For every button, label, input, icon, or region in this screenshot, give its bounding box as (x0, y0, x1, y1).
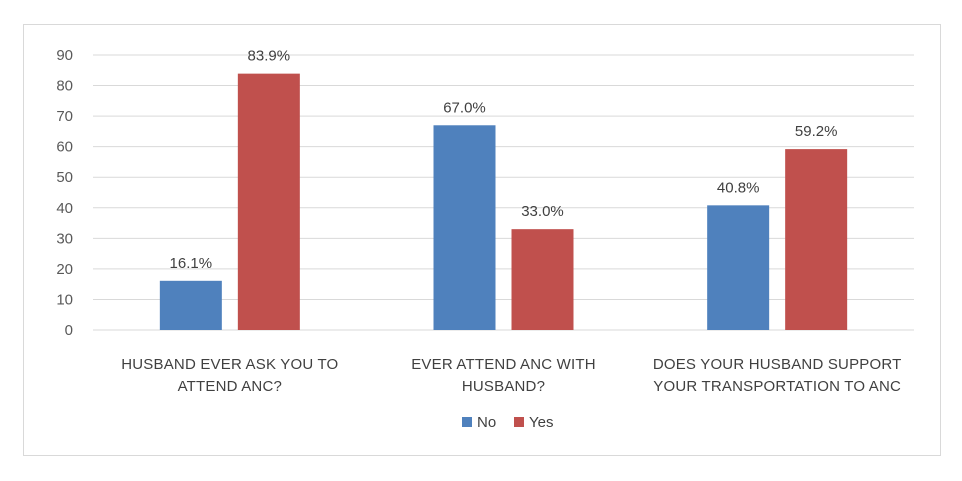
bar-yes-1 (237, 73, 300, 330)
legend-label-no: No (477, 414, 496, 431)
y-tick-label: 70 (56, 108, 73, 125)
category-label: YOUR TRANSPORTATION TO ANC (653, 378, 901, 395)
y-tick-label: 90 (56, 47, 73, 64)
gridlines (93, 54, 914, 331)
data-labels: 16.1% 83.9% 67.0% 33.0% 40.8% 59.2% (170, 48, 838, 272)
legend-swatch-yes (514, 417, 524, 427)
y-tick-label: 40 (56, 200, 73, 217)
y-axis-ticks: 0 10 20 30 40 50 60 70 80 90 (56, 47, 73, 339)
data-label: 83.9% (248, 48, 291, 65)
y-tick-label: 50 (56, 169, 73, 186)
bar-yes-2 (511, 229, 574, 330)
legend: No Yes (462, 414, 553, 431)
bar-no-1 (159, 280, 222, 330)
legend-swatch-no (462, 417, 472, 427)
y-tick-label: 0 (65, 322, 73, 339)
data-label: 40.8% (717, 179, 760, 196)
category-label: DOES YOUR HUSBAND SUPPORT (653, 356, 902, 373)
bar-no-2 (433, 125, 496, 331)
y-tick-label: 30 (56, 230, 73, 247)
y-tick-label: 20 (56, 261, 73, 278)
category-label: ATTEND ANC? (178, 378, 282, 395)
y-tick-label: 10 (56, 291, 73, 308)
x-axis-categories: HUSBAND EVER ASK YOU TO ATTEND ANC? EVER A… (121, 356, 901, 395)
data-label: 16.1% (170, 255, 213, 272)
data-label: 67.0% (443, 99, 486, 116)
category-label: HUSBAND? (462, 378, 545, 395)
category-label: HUSBAND EVER ASK YOU TO (121, 356, 338, 373)
bar-no-3 (707, 205, 770, 330)
data-label: 59.2% (795, 123, 838, 140)
category-label: EVER ATTEND ANC WITH (411, 356, 596, 373)
y-tick-label: 60 (56, 139, 73, 156)
bar-yes-3 (785, 149, 848, 330)
data-label: 33.0% (521, 203, 564, 220)
legend-label-yes: Yes (529, 414, 553, 431)
y-tick-label: 80 (56, 78, 73, 95)
bars (159, 73, 848, 331)
